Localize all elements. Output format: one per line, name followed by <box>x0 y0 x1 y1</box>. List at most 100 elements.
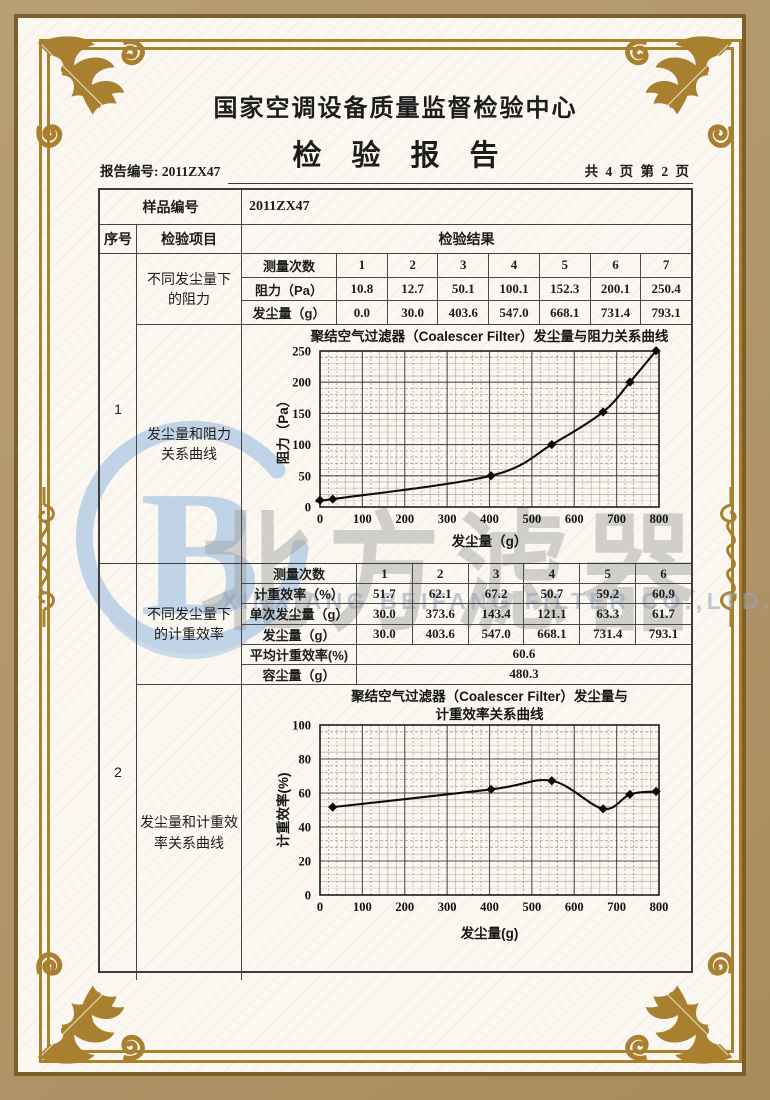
section1-data-block: 不同发尘量下 的阻力 测量次数 1 2 3 4 5 6 7 阻力（Pa） 10.8 12.7 50.1… <box>137 254 691 325</box>
result-cell: 403.6 <box>413 624 469 644</box>
svg-text:800: 800 <box>650 900 669 914</box>
result-cell: 发尘量（g） <box>242 624 357 644</box>
result-row: 测量次数 1 2 3 4 5 6 7 <box>242 254 691 278</box>
result-cell: 60.6 <box>512 646 536 662</box>
result-row: 发尘量（g） 30.0 403.6 547.0 668.1 731.4 793.1 <box>242 624 691 645</box>
result-cell: 测量次数 <box>242 254 337 277</box>
result-cell: 62.1 <box>413 584 469 604</box>
result-cell: 30.0 <box>357 624 413 644</box>
svg-text:40: 40 <box>299 821 312 835</box>
result-cell: 发尘量（g） <box>242 301 337 325</box>
report-number: 报告编号: 2011ZX47 <box>100 164 221 179</box>
svg-text:600: 600 <box>565 512 584 526</box>
watermark-text: 北方滤器 <box>200 501 711 648</box>
efficiency-curve-chart: 0 100 200 300 400 500 600 700 800 0 20 40 60 80 100 聚结空… <box>242 685 695 980</box>
resistance-data-table: 测量次数 1 2 3 4 5 6 7 阻力（Pa） 10.8 12.7 50.1 100.1 152.3 2… <box>242 254 691 325</box>
svg-text:发尘量（g）: 发尘量（g） <box>451 533 528 549</box>
result-cell: 121.1 <box>524 604 581 624</box>
result-cell: 373.6 <box>413 604 469 624</box>
result-cell: 平均计重效率(%) <box>242 644 357 664</box>
result-cell: 480.3 <box>509 666 539 682</box>
result-cell: 547.0 <box>489 301 540 325</box>
result-row: 阻力（Pa） 10.8 12.7 50.1 100.1 152.3 200.1 250.4 <box>242 277 691 302</box>
svg-text:300: 300 <box>438 512 457 526</box>
result-cell: 63.3 <box>580 604 637 624</box>
svg-text:计重效率关系曲线: 计重效率关系曲线 <box>436 706 544 722</box>
svg-text:0: 0 <box>317 512 323 526</box>
result-cell: 4 <box>489 254 540 277</box>
sample-row: 样品编号 2011ZX47 <box>100 190 691 225</box>
result-row: 测量次数 1 2 3 4 5 6 <box>242 564 691 585</box>
sample-value: 2011ZX47 <box>249 199 310 214</box>
result-cell: 67.2 <box>469 584 525 604</box>
svg-text:300: 300 <box>438 900 457 914</box>
svg-text:800: 800 <box>650 512 669 526</box>
report-content: 国家空调设备质量监督检验中心 检验报告 报告编号: 2011ZX47 共 4 页… <box>98 88 693 988</box>
svg-text:0: 0 <box>305 501 311 515</box>
result-cell: 12.7 <box>388 277 439 301</box>
svg-text:60: 60 <box>299 787 312 801</box>
result-cell: 计重效率（%） <box>242 584 357 604</box>
efficiency-data-table: 测量次数 1 2 3 4 5 6 计重效率（%） 51.7 62.1 67.2 50.7 59.2 60.… <box>242 564 691 685</box>
sample-label: 样品编号 <box>100 190 242 224</box>
result-cell: 阻力（Pa） <box>242 277 337 301</box>
result-cell: 30.0 <box>357 604 413 624</box>
result-cell: 100.1 <box>489 277 540 301</box>
header-item: 检验项目 <box>137 225 242 253</box>
result-row: 单次发尘量（g） 30.0 373.6 143.4 121.1 63.3 61.7 <box>242 604 691 625</box>
svg-text:聚结空气过滤器（Coalescer Filter）发尘量与阻: 聚结空气过滤器（Coalescer Filter）发尘量与阻力关系曲线 <box>310 328 669 344</box>
svg-text:200: 200 <box>395 512 414 526</box>
watermark-subtext: XINXIANG BEIFANG FILTER CO.,LTD. <box>222 588 770 614</box>
result-cell: 1 <box>357 564 413 584</box>
report-title: 检验报告 <box>292 140 529 172</box>
svg-text:200: 200 <box>292 376 311 390</box>
result-cell: 0.0 <box>337 301 388 325</box>
results-table: 样品编号 2011ZX47 序号 检验项目 检验结果 1 不同发尘量下 的阻力 … <box>98 188 693 980</box>
section1-chart-block: 发尘量和阻力 关系曲线 0 100 200 300 400 500 600 700 800 0 50… <box>137 325 691 563</box>
result-cell: 403.6 <box>438 301 490 325</box>
table-header-row: 序号 检验项目 检验结果 <box>100 225 691 254</box>
svg-text:600: 600 <box>565 900 584 914</box>
result-cell: 60.9 <box>652 585 675 601</box>
result-row: 发尘量（g） 0.0 30.0 403.6 547.0 668.1 731.4 793.1 <box>242 301 691 325</box>
svg-text:500: 500 <box>523 900 542 914</box>
svg-text:250: 250 <box>292 345 311 359</box>
summary-row: 容尘量（g） 480.3 <box>242 664 691 685</box>
svg-text:50: 50 <box>299 469 312 483</box>
svg-text:阻力（Pa）: 阻力（Pa） <box>275 394 291 465</box>
header-result: 检验结果 <box>438 231 495 247</box>
result-cell: 731.4 <box>580 624 637 644</box>
svg-text:400: 400 <box>480 900 499 914</box>
section1-item-label: 不同发尘量下 的阻力 <box>137 254 242 324</box>
result-cell: 668.1 <box>524 624 581 644</box>
result-cell: 50.7 <box>524 584 581 604</box>
svg-text:80: 80 <box>299 753 312 767</box>
section-1: 1 不同发尘量下 的阻力 测量次数 1 2 3 4 5 6 7 阻力（Pa） 10.8 12.7 50… <box>100 254 691 564</box>
header-no: 序号 <box>100 225 137 253</box>
result-cell: 5 <box>540 254 591 277</box>
section2-chart-label: 发尘量和计重效 率关系曲线 <box>137 685 242 980</box>
result-cell: 3 <box>438 254 490 277</box>
result-cell: 5 <box>580 564 637 584</box>
result-cell: 51.7 <box>357 584 413 604</box>
watermark-logo-letter: B <box>140 454 260 653</box>
result-cell: 容尘量（g） <box>242 664 357 685</box>
svg-text:500: 500 <box>523 512 542 526</box>
svg-text:0: 0 <box>317 900 323 914</box>
svg-text:计重效率(%): 计重效率(%) <box>275 773 291 848</box>
svg-text:700: 700 <box>607 900 626 914</box>
result-cell: 143.4 <box>469 604 525 624</box>
result-cell: 2 <box>413 564 469 584</box>
section2-data-block: 不同发尘量下 的计重效率 测量次数 1 2 3 4 5 6 计重效率（%） 51.7 62.1 67… <box>137 564 691 685</box>
section2-item-label: 不同发尘量下 的计重效率 <box>137 564 242 684</box>
result-cell: 6 <box>660 565 667 581</box>
result-cell: 731.4 <box>591 301 642 325</box>
result-cell: 668.1 <box>540 301 591 325</box>
svg-text:聚结空气过滤器（Coalescer Filter）发尘量与: 聚结空气过滤器（Coalescer Filter）发尘量与 <box>350 688 628 704</box>
svg-text:100: 100 <box>292 719 311 733</box>
section2-no: 2 <box>100 564 137 980</box>
result-cell: 30.0 <box>388 301 439 325</box>
result-cell: 250.4 <box>651 281 681 296</box>
result-cell: 793.1 <box>651 304 681 320</box>
